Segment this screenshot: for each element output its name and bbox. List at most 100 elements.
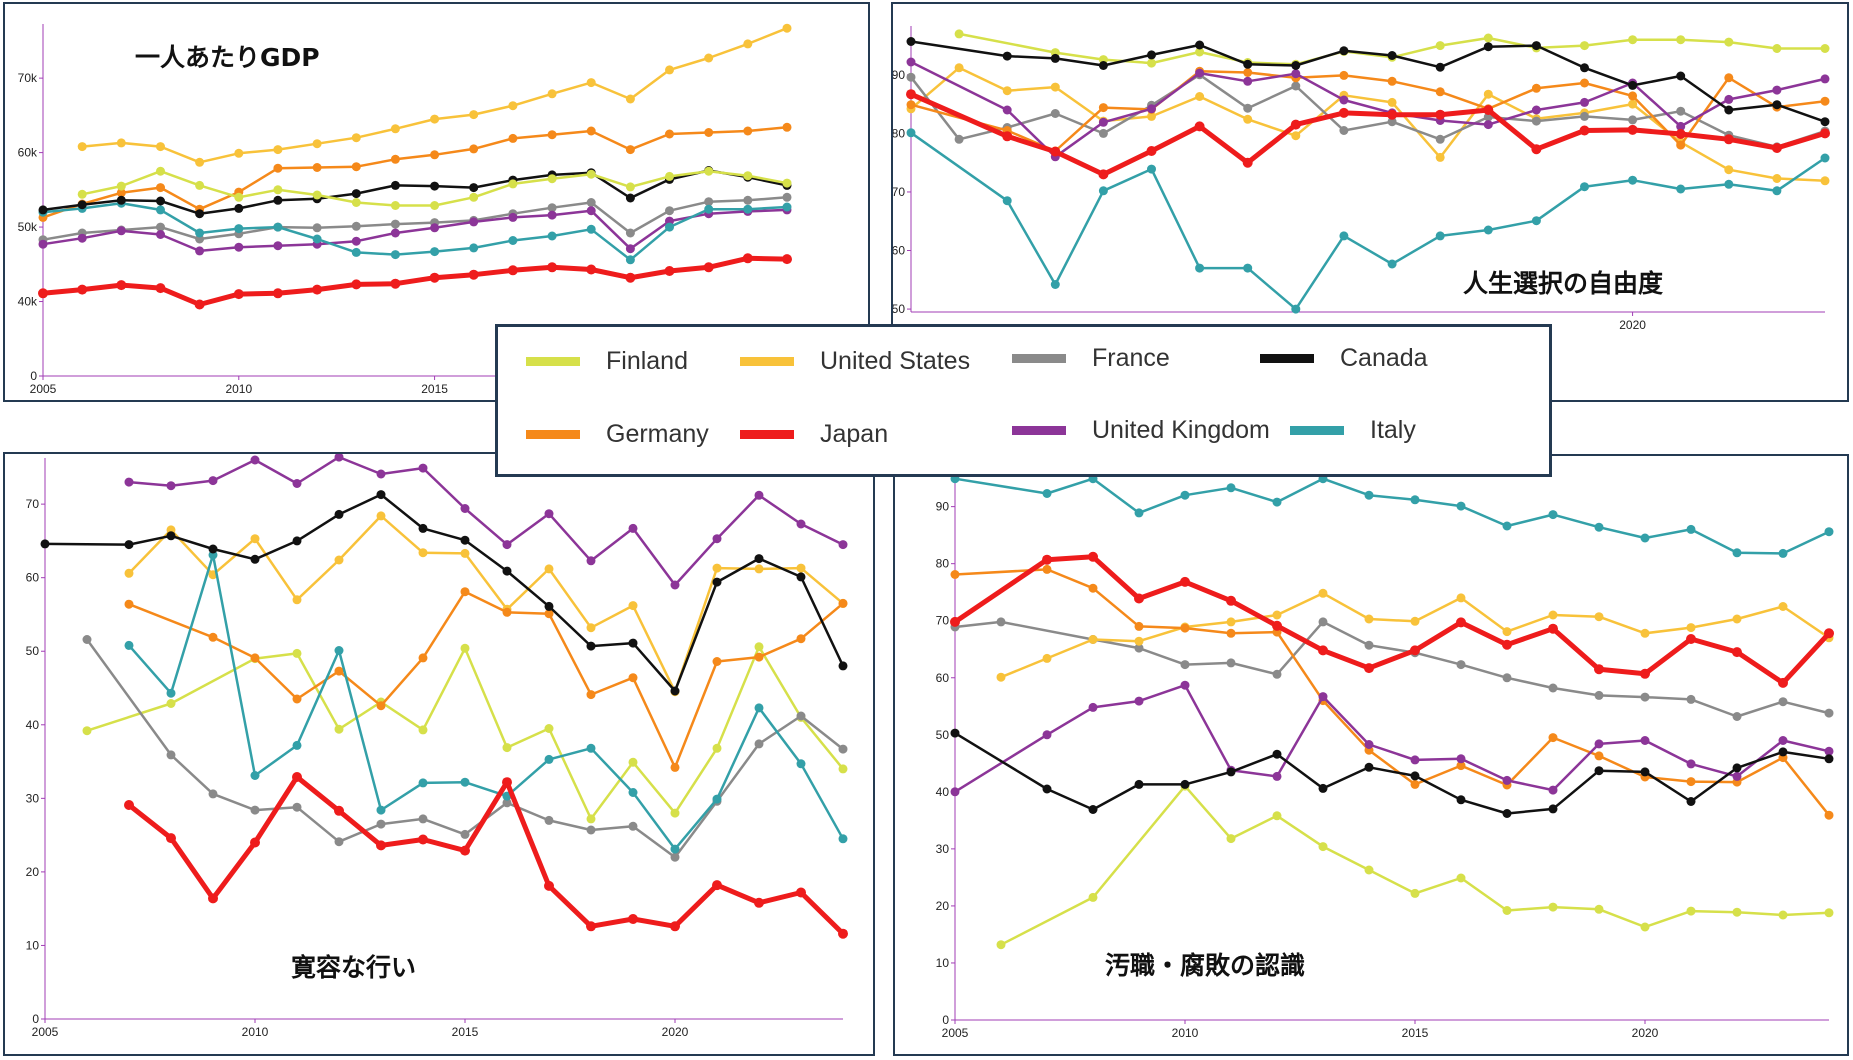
data-point-germany: [782, 122, 792, 132]
data-point-france: [351, 221, 361, 231]
data-point-united-kingdom: [1483, 120, 1493, 130]
data-point-france: [1548, 683, 1558, 693]
data-point-italy: [782, 202, 792, 212]
data-point-united-states: [1291, 131, 1301, 141]
data-point-united-kingdom: [547, 210, 557, 220]
data-point-germany: [796, 634, 806, 644]
series-united-states: [77, 23, 792, 167]
data-point-france: [1628, 115, 1638, 125]
x-tick-label: 2010: [225, 382, 252, 396]
data-point-japan: [1531, 144, 1542, 155]
data-point-united-kingdom: [1098, 117, 1108, 127]
data-point-finland: [1318, 842, 1328, 852]
data-point-united-states: [1042, 653, 1052, 663]
data-point-united-states: [782, 23, 792, 33]
data-point-united-kingdom: [1594, 739, 1604, 749]
data-point-canada: [351, 189, 361, 199]
data-point-united-states: [418, 548, 428, 558]
data-point-france: [250, 805, 260, 815]
data-point-france: [544, 815, 554, 825]
data-point-italy: [712, 794, 722, 804]
data-point-germany: [116, 188, 126, 198]
data-point-united-states: [1435, 152, 1445, 162]
data-point-canada: [670, 686, 680, 696]
y-tick-label: 40k: [18, 295, 38, 309]
data-point-finland: [460, 643, 470, 653]
data-point-japan: [906, 89, 916, 100]
data-point-japan: [625, 272, 636, 283]
generosity-chart: 0 10 20 30 40 50 60 70 2005 2010 2015 2020 寛容な行い: [26, 454, 848, 1039]
data-point-france: [334, 837, 344, 847]
data-point-japan: [782, 254, 792, 265]
data-point-japan: [1098, 169, 1109, 180]
data-point-united-states: [234, 148, 244, 158]
data-point-canada: [334, 509, 344, 519]
data-point-japan: [1675, 129, 1686, 139]
data-point-canada: [1042, 784, 1052, 794]
data-point-united-kingdom: [250, 455, 260, 465]
series-line-finland: [999, 784, 1831, 946]
data-point-united-kingdom: [124, 477, 134, 487]
data-point-finland: [1410, 888, 1420, 898]
data-point-canada: [1824, 754, 1834, 764]
data-point-italy: [351, 247, 361, 257]
data-point-united-kingdom: [77, 233, 87, 243]
data-point-france: [1502, 673, 1512, 683]
freedom-chart: 50 60 70 80 90 2020 人生選択の自由度: [893, 26, 1830, 332]
data-point-canada: [418, 523, 428, 533]
data-point-finland: [1640, 922, 1650, 932]
data-point-canada: [1820, 117, 1830, 127]
data-point-italy: [1580, 182, 1589, 192]
data-point-united-kingdom: [1548, 785, 1558, 795]
series-line-canada: [41, 169, 789, 215]
data-point-canada: [1724, 105, 1734, 115]
data-point-united-kingdom: [38, 239, 48, 249]
data-point-japan: [292, 772, 302, 782]
series-line-france: [85, 638, 845, 859]
data-point-finland: [743, 171, 753, 181]
data-point-japan: [429, 272, 440, 283]
data-point-united-kingdom: [1318, 692, 1328, 702]
data-point-japan: [507, 265, 518, 276]
data-point-japan: [1242, 157, 1253, 168]
data-point-germany: [950, 570, 960, 579]
x-tick-label: 2015: [452, 1025, 479, 1039]
data-point-united-kingdom: [292, 479, 302, 488]
data-point-finland: [418, 725, 428, 735]
data-point-united-states: [1364, 614, 1374, 624]
legend-item-united-states: United States: [740, 341, 970, 381]
data-point-italy: [1042, 489, 1052, 498]
x-tick-label: 2015: [421, 382, 448, 396]
x-tick-label: 2020: [1632, 1026, 1659, 1040]
data-point-united-states: [508, 101, 518, 111]
series-united-states: [124, 511, 848, 697]
data-point-canada: [1772, 100, 1782, 110]
data-point-germany: [334, 666, 344, 676]
data-point-finland: [996, 940, 1006, 950]
data-point-japan: [376, 840, 386, 851]
data-point-united-states: [1243, 114, 1253, 124]
data-point-united-states: [586, 623, 596, 633]
data-point-japan: [460, 845, 470, 856]
data-point-united-states: [1548, 610, 1558, 620]
data-point-united-states: [195, 157, 205, 167]
data-point-canada: [208, 544, 218, 554]
data-point-finland: [628, 757, 638, 767]
data-point-germany: [906, 100, 916, 110]
data-point-canada: [1318, 783, 1328, 793]
data-point-germany: [1580, 78, 1589, 88]
data-point-germany: [430, 150, 440, 160]
data-point-united-kingdom: [586, 556, 596, 566]
data-point-finland: [625, 182, 635, 192]
data-point-italy: [418, 778, 428, 788]
data-point-canada: [234, 203, 244, 213]
series-line-france: [953, 620, 1831, 718]
data-point-germany: [1387, 76, 1397, 86]
data-point-canada: [1002, 51, 1012, 61]
y-tick-label: 60: [893, 244, 905, 258]
data-point-canada: [754, 554, 764, 564]
data-point-finland: [1778, 910, 1788, 920]
legend-label: Finland: [606, 346, 688, 375]
data-point-germany: [469, 144, 479, 154]
data-point-japan: [586, 921, 596, 932]
